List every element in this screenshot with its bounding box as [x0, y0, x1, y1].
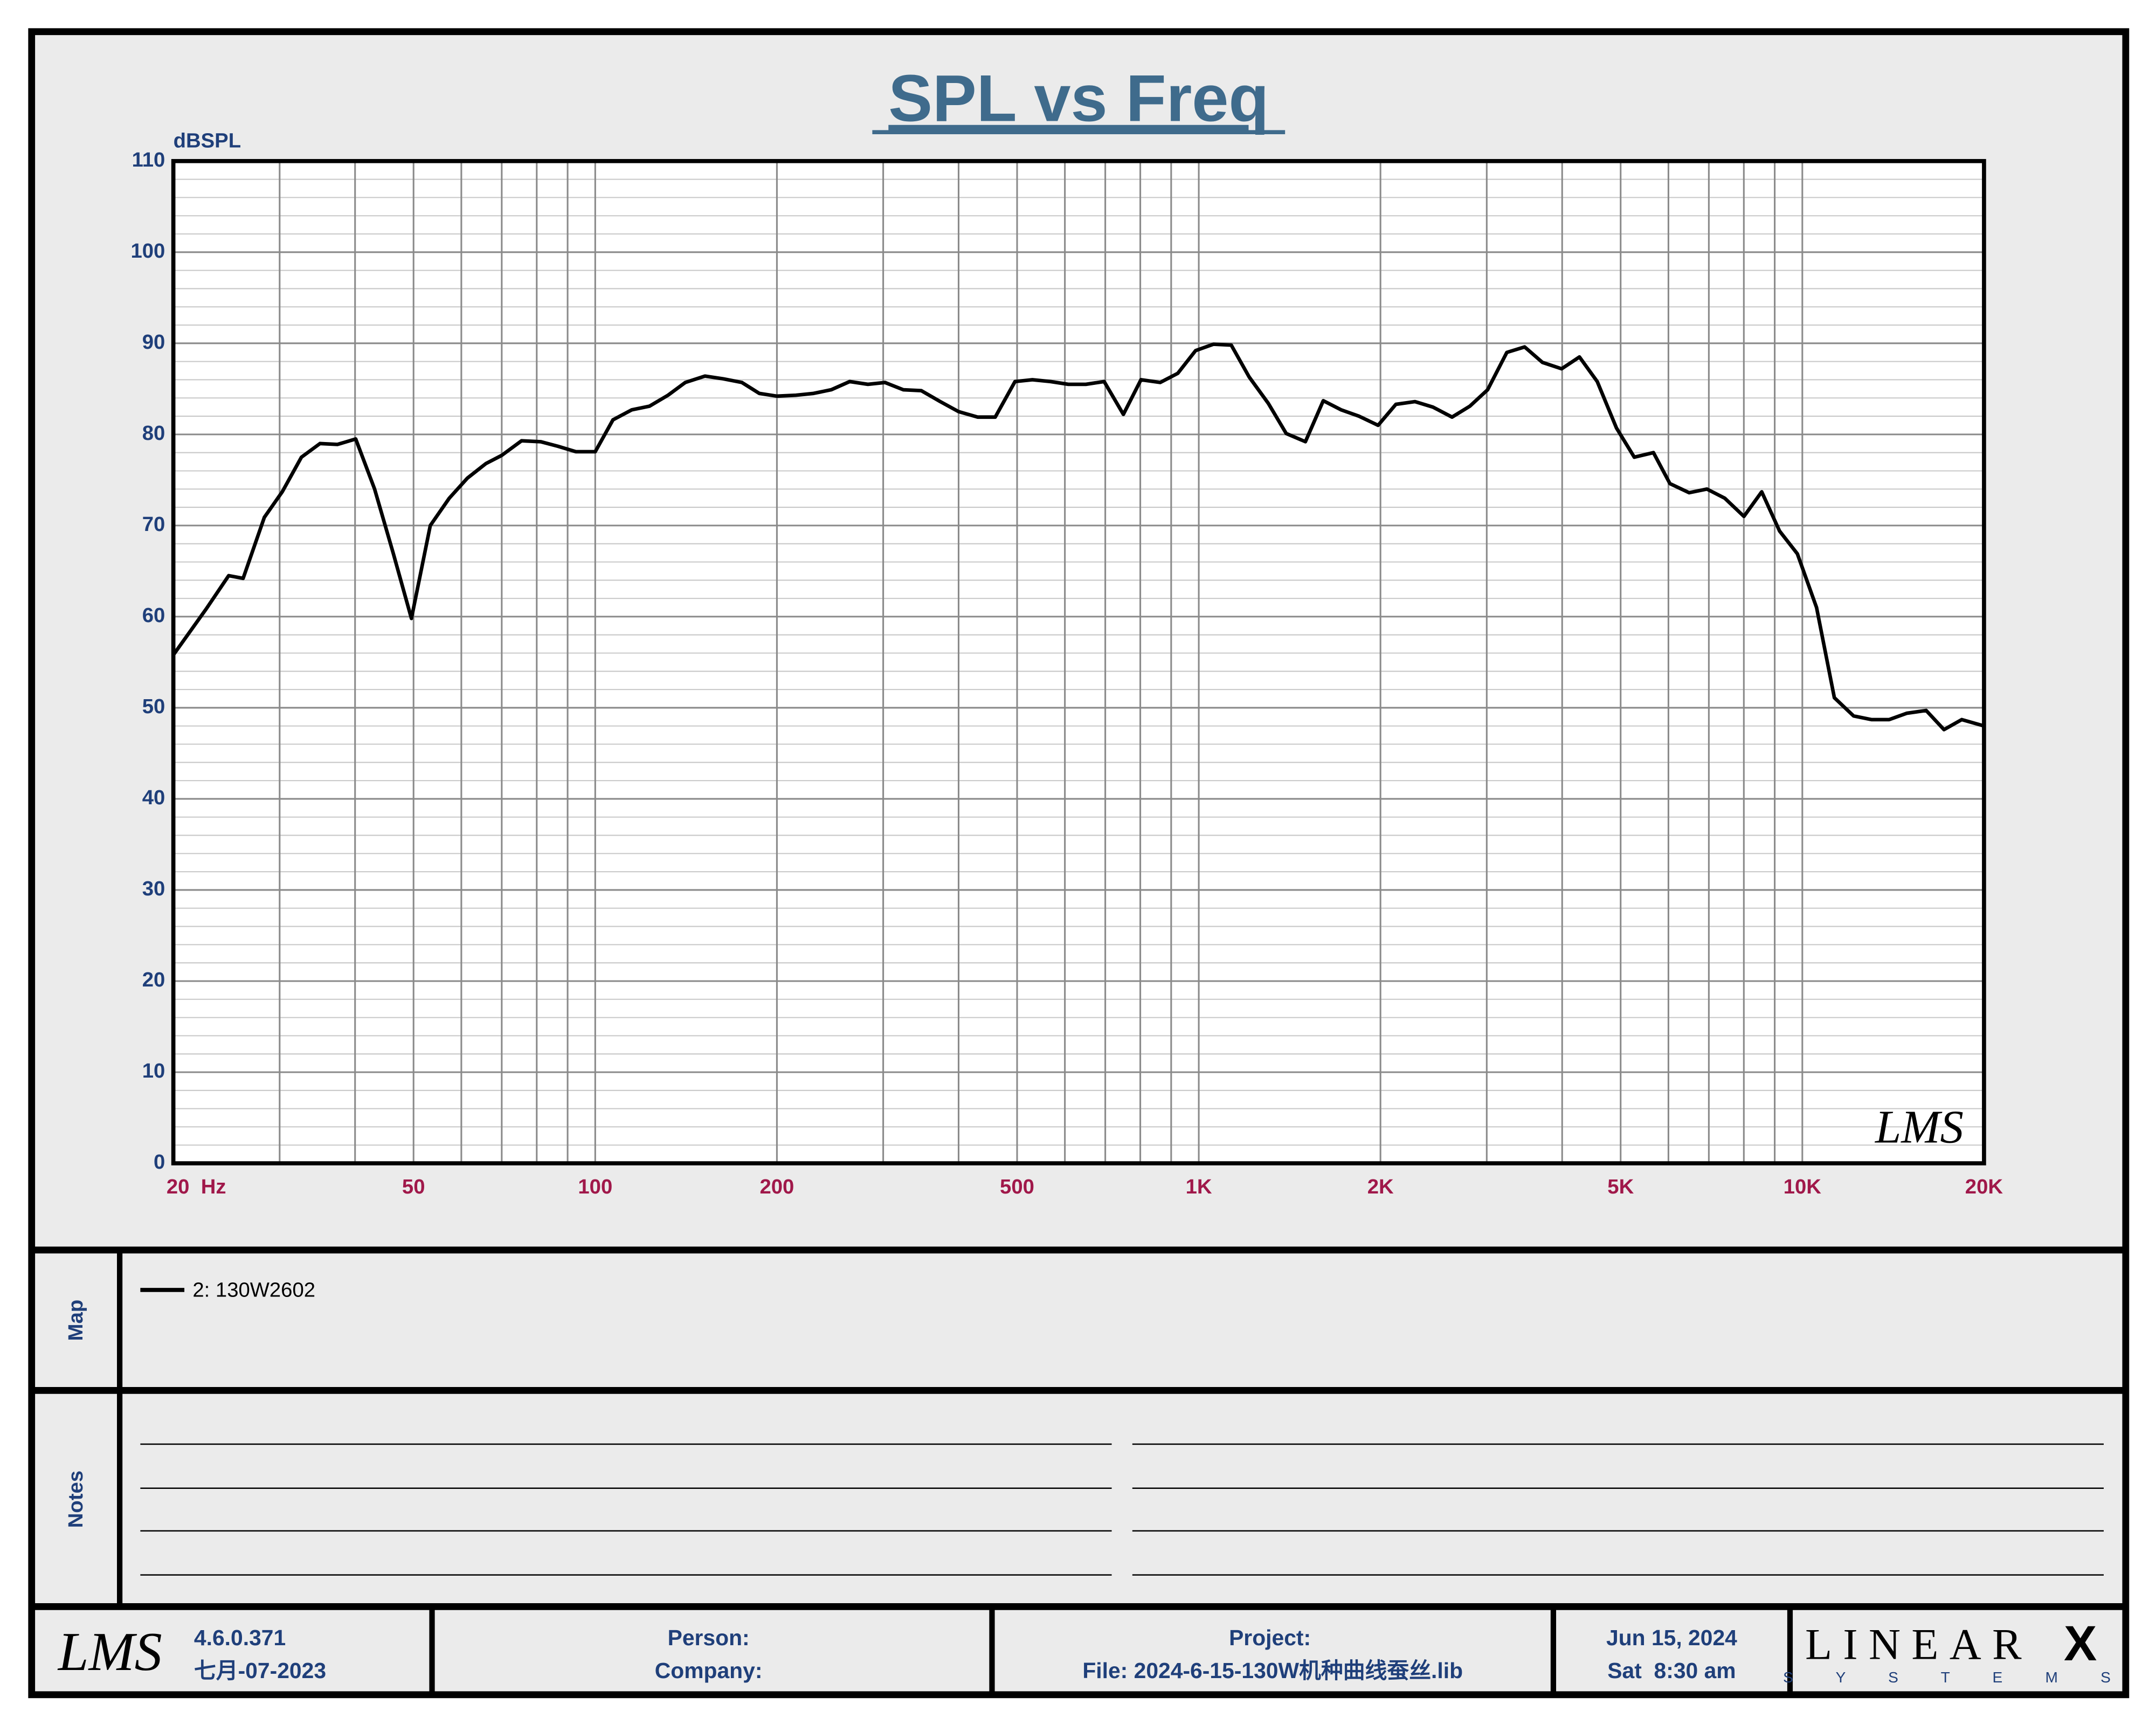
time: Sat 8:30 am	[1607, 1658, 1736, 1683]
brand-sub: S Y S T E M S	[1783, 1669, 2130, 1686]
y-tick-label: 20	[142, 968, 165, 991]
y-tick-label: 90	[142, 330, 165, 354]
y-tick-label: 10	[142, 1059, 165, 1082]
y-tick-label: 70	[142, 513, 165, 536]
y-tick-label: 110	[132, 148, 165, 171]
y-axis-label: dBSPL	[174, 129, 241, 152]
y-tick-label: 100	[130, 239, 165, 263]
x-tick-label: 50	[402, 1175, 425, 1198]
note-lines	[140, 1443, 2104, 1576]
y-tick-label: 60	[142, 604, 165, 627]
x-tick-label: 1K	[1186, 1175, 1212, 1198]
version: 4.6.0.371	[194, 1625, 286, 1650]
y-tick-label: 80	[142, 422, 165, 445]
y-tick-label: 30	[142, 877, 165, 900]
x-tick-label: 20K	[1965, 1175, 2003, 1198]
y-tick-label: 50	[142, 695, 165, 718]
person: Person:	[668, 1625, 750, 1650]
footer-logo: LMS	[57, 1622, 162, 1682]
x-tick-label: 20 Hz	[167, 1175, 226, 1198]
file: File: 2024-6-15-130W机种曲线蚕丝.lib	[1082, 1658, 1463, 1683]
build-date: 七月-07-2023	[194, 1658, 326, 1683]
plot-area	[173, 161, 1984, 1164]
watermark: LMS	[1874, 1101, 1964, 1153]
series-line	[171, 342, 1985, 732]
chart-title: SPL vs Freq	[888, 61, 1269, 135]
map-label: Map	[64, 1300, 87, 1341]
y-tick-label: 0	[154, 1150, 165, 1174]
date: Jun 15, 2024	[1606, 1625, 1737, 1650]
brand-mark: X	[2064, 1616, 2097, 1671]
x-tick-label: 200	[759, 1175, 794, 1198]
y-tick-label: 40	[142, 786, 165, 809]
project: Project:	[1229, 1625, 1311, 1650]
x-tick-label: 100	[578, 1175, 612, 1198]
x-tick-label: 2K	[1367, 1175, 1394, 1198]
company: Company:	[655, 1658, 763, 1683]
x-tick-label: 5K	[1607, 1175, 1634, 1198]
x-tick-label: 10K	[1784, 1175, 1822, 1198]
x-tick-label: 500	[1000, 1175, 1034, 1198]
legend-label: 2: 130W2602	[192, 1279, 315, 1302]
notes-label: Notes	[64, 1471, 87, 1528]
brand: LINEAR	[1805, 1619, 2033, 1668]
plot-border	[171, 158, 1986, 1165]
